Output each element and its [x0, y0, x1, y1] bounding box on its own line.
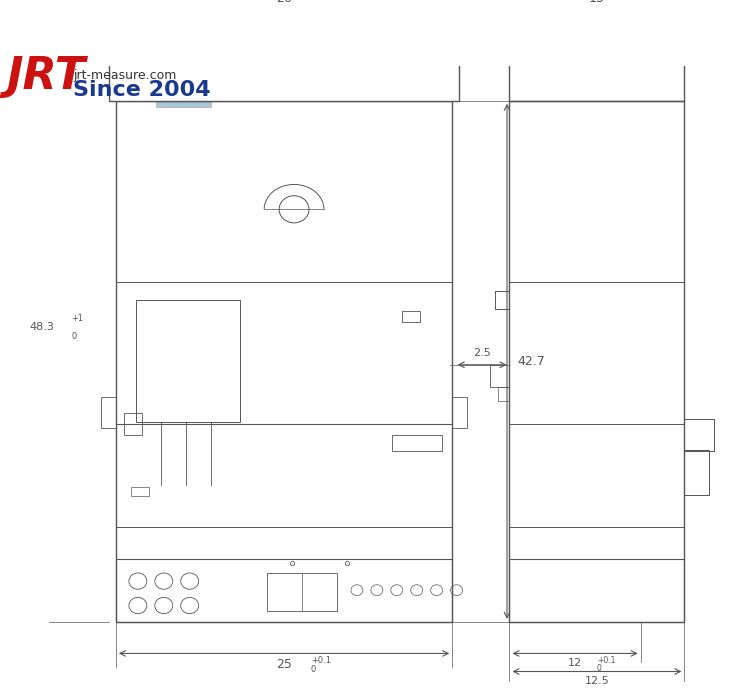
- Text: 48.3: 48.3: [29, 322, 55, 332]
- Text: +1: +1: [71, 314, 83, 323]
- Text: 42.7: 42.7: [517, 355, 544, 368]
- Text: 26: 26: [276, 0, 292, 6]
- FancyBboxPatch shape: [110, 32, 459, 101]
- Text: 0: 0: [71, 332, 76, 341]
- Text: 12.5: 12.5: [584, 676, 609, 686]
- FancyBboxPatch shape: [156, 60, 211, 106]
- Text: jrt-measure.com: jrt-measure.com: [73, 69, 176, 83]
- Text: 13: 13: [589, 0, 604, 6]
- Text: +0.1: +0.1: [597, 656, 615, 665]
- Text: +0.1: +0.1: [311, 656, 331, 665]
- Text: 25: 25: [276, 658, 292, 671]
- Text: 2.5: 2.5: [472, 349, 490, 358]
- Text: JRT: JRT: [6, 55, 86, 97]
- Text: 0: 0: [311, 665, 316, 674]
- Text: 12: 12: [568, 658, 582, 668]
- Text: 0: 0: [597, 664, 602, 673]
- Text: Since 2004: Since 2004: [73, 80, 211, 100]
